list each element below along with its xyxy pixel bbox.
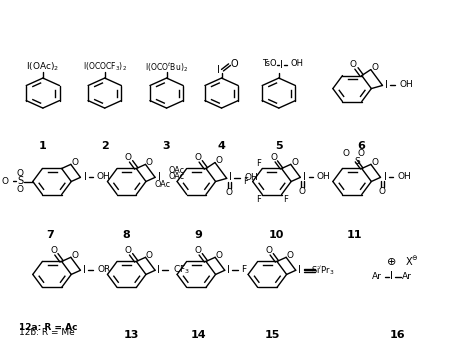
Text: I(OCO$^t$Bu)$_2$: I(OCO$^t$Bu)$_2$: [145, 60, 188, 74]
Text: OH: OH: [97, 172, 110, 181]
Text: O: O: [226, 188, 233, 197]
Text: O: O: [379, 187, 386, 196]
Text: O: O: [270, 153, 277, 162]
Text: O: O: [358, 150, 365, 159]
Text: OAc: OAc: [155, 180, 171, 189]
Text: I: I: [298, 265, 301, 275]
Text: O: O: [146, 158, 153, 167]
Text: OR: OR: [98, 265, 111, 274]
Text: F: F: [256, 195, 261, 204]
Text: 5: 5: [275, 141, 283, 151]
Text: O: O: [50, 246, 57, 255]
Text: O: O: [71, 158, 78, 167]
Text: 8: 8: [123, 230, 130, 240]
Text: F: F: [243, 177, 248, 186]
Text: Ar: Ar: [401, 272, 411, 281]
Text: I(OAc)$_2$: I(OAc)$_2$: [26, 60, 60, 73]
Text: 16: 16: [390, 330, 406, 340]
Text: OH: OH: [397, 172, 411, 181]
Text: O: O: [2, 177, 9, 186]
Text: I: I: [83, 172, 86, 182]
Text: 14: 14: [191, 330, 207, 340]
Text: I: I: [303, 172, 306, 182]
Text: F: F: [241, 265, 246, 274]
Text: 15: 15: [264, 330, 280, 340]
Text: X$^{\ominus}$: X$^{\ominus}$: [405, 256, 419, 269]
Text: OH: OH: [317, 172, 330, 181]
Text: OH: OH: [290, 59, 303, 68]
Text: O: O: [287, 251, 293, 260]
Text: TsO: TsO: [262, 59, 276, 68]
Text: O: O: [17, 185, 23, 194]
Text: O: O: [71, 251, 78, 260]
Text: I: I: [229, 172, 232, 182]
Text: CF$_3$: CF$_3$: [173, 263, 190, 276]
Text: I: I: [280, 60, 283, 70]
Text: I: I: [218, 65, 220, 75]
Text: I: I: [82, 265, 85, 275]
Text: O: O: [125, 246, 132, 255]
Text: 12a: R = Ac: 12a: R = Ac: [18, 323, 77, 332]
Text: Si$^i$Pr$_3$: Si$^i$Pr$_3$: [311, 263, 335, 277]
Text: 12b: R = Me: 12b: R = Me: [18, 328, 74, 337]
Text: O: O: [216, 156, 222, 165]
Text: I(OCOCF$_3$)$_2$: I(OCOCF$_3$)$_2$: [83, 60, 127, 73]
Text: O: O: [291, 158, 298, 167]
Text: 11: 11: [346, 230, 362, 240]
Text: O: O: [146, 251, 153, 260]
Text: OAc: OAc: [169, 172, 185, 181]
Text: O: O: [342, 150, 349, 159]
Text: 10: 10: [269, 230, 284, 240]
Text: I: I: [158, 172, 161, 182]
Text: O: O: [194, 153, 201, 162]
Text: O: O: [194, 246, 201, 255]
Text: $\oplus$: $\oplus$: [386, 256, 396, 268]
Text: I: I: [383, 172, 386, 182]
Text: O: O: [371, 63, 378, 72]
Text: F: F: [256, 159, 261, 168]
Text: S: S: [17, 176, 23, 187]
Text: I: I: [385, 81, 388, 90]
Text: O: O: [299, 187, 306, 196]
Text: 2: 2: [101, 141, 109, 151]
Text: I: I: [227, 265, 230, 275]
Text: OH: OH: [400, 80, 414, 89]
Text: 6: 6: [357, 141, 365, 151]
Text: O: O: [125, 153, 132, 162]
Text: Ar: Ar: [372, 272, 382, 281]
Text: O: O: [216, 251, 223, 260]
Text: OH: OH: [244, 173, 258, 182]
Text: 9: 9: [195, 230, 202, 240]
Text: O: O: [371, 158, 378, 167]
Text: I: I: [157, 265, 160, 275]
Text: O: O: [350, 60, 357, 69]
Text: F: F: [283, 195, 288, 204]
Text: 3: 3: [163, 141, 170, 151]
Text: OAc: OAc: [169, 166, 185, 175]
Text: I: I: [390, 271, 392, 281]
Text: 4: 4: [218, 141, 226, 151]
Text: S: S: [354, 158, 360, 167]
Text: 13: 13: [124, 330, 139, 340]
Text: O: O: [265, 246, 273, 255]
Text: O: O: [230, 59, 238, 69]
Text: 1: 1: [39, 141, 47, 151]
Text: O: O: [17, 169, 23, 178]
Text: 7: 7: [46, 230, 54, 240]
